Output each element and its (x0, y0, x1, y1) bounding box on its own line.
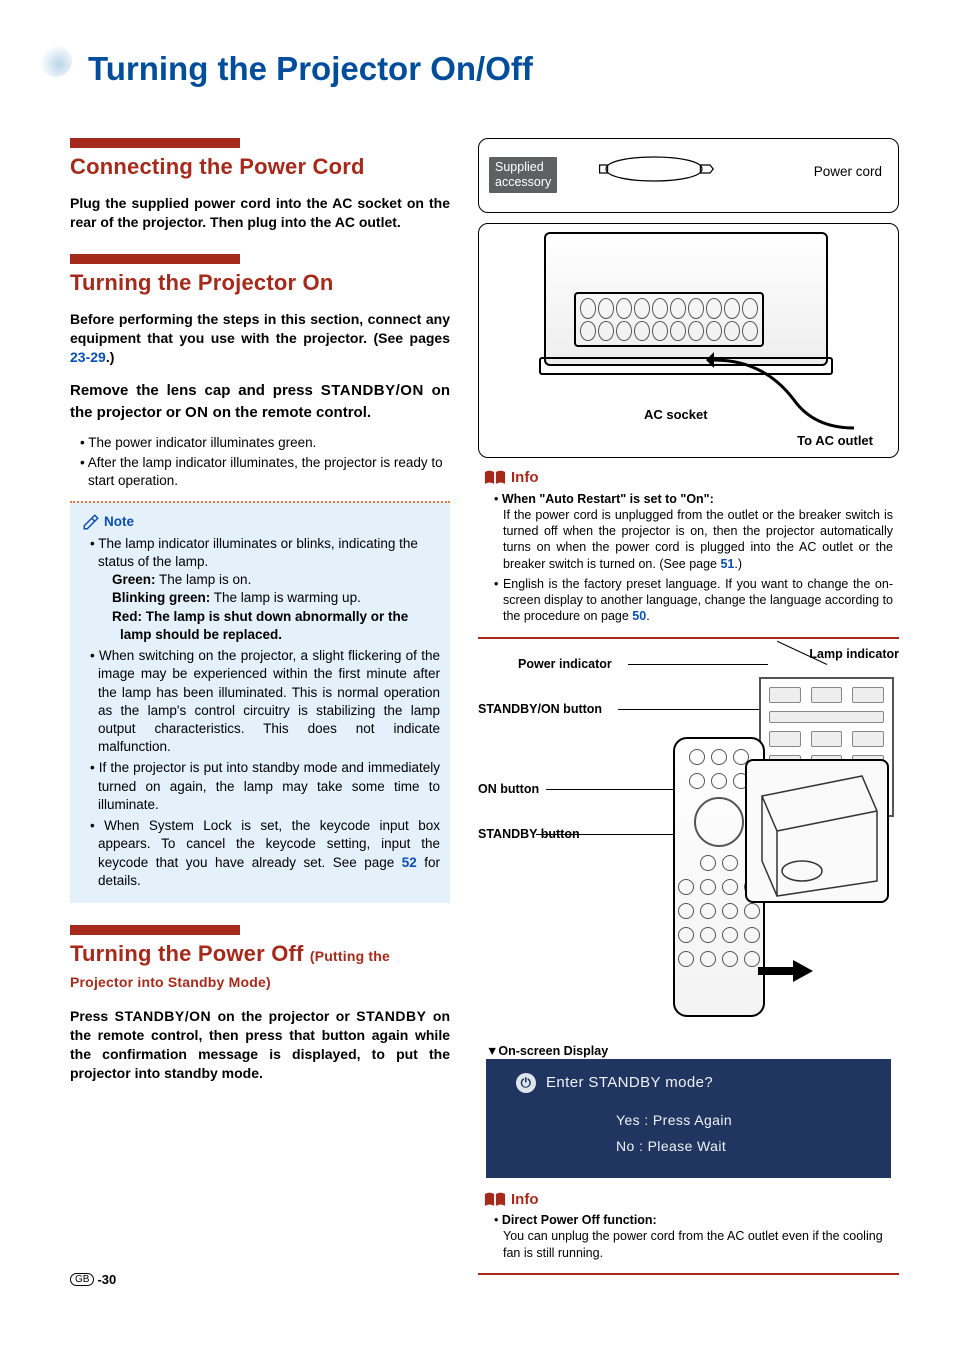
pencil-icon (82, 513, 100, 531)
info-box-1: Info When "Auto Restart" is set to "On":… (478, 464, 899, 639)
text: accessory (495, 175, 551, 189)
text: English is the factory preset language. … (503, 577, 893, 624)
note-red: Red: The lamp is shut down abnormally or… (98, 608, 440, 644)
page-link[interactable]: 51 (720, 557, 734, 571)
projector-icon (745, 759, 889, 903)
section-divider (70, 138, 240, 148)
bullet-item: After the lamp indicator illuminates, th… (80, 454, 450, 490)
info-item: English is the factory preset language. … (494, 576, 893, 625)
label: Green: (112, 572, 156, 587)
lamp-indicator-callout: Lamp indicator (809, 647, 899, 661)
book-icon (484, 470, 506, 485)
cable-arrow-icon (704, 350, 874, 440)
text: The lamp is on. (156, 572, 252, 587)
label: Red: The lamp is shut down abnormally or… (112, 609, 408, 642)
note-title-text: Note (104, 513, 134, 531)
note-title: Note (82, 513, 440, 531)
power-cord-diagram: Supplied accessory Power cord (478, 138, 899, 213)
ac-socket-label: AC socket (644, 407, 708, 422)
callout-line (618, 709, 768, 710)
osd-yes-text: Yes : Press Again (616, 1107, 879, 1134)
osd-question: Enter STANDBY mode? (546, 1074, 713, 1091)
note-item: When System Lock is set, the keycode inp… (90, 817, 440, 890)
note-item: If the projector is put into standby mod… (90, 759, 440, 814)
instr-text: Remove the lens cap and press (70, 382, 321, 399)
osd-heading: On-screen Display (486, 1044, 608, 1058)
on-key: ON (185, 404, 209, 421)
power-indicator-callout: Power indicator (518, 657, 612, 671)
page-link[interactable]: 50 (632, 609, 646, 623)
info-box-2: Info Direct Power Off function: You can … (478, 1186, 899, 1275)
turning-on-instruction: Remove the lens cap and press STANDBY/ON… (70, 380, 450, 424)
note-item: The lamp indicator illuminates or blinks… (90, 535, 440, 644)
page-number: GB -30 (70, 1272, 116, 1287)
callout-line (536, 834, 681, 835)
info-title: Info (484, 1190, 893, 1210)
power-cord-icon (594, 149, 714, 189)
text: You can unplug the power cord from the A… (503, 1229, 883, 1259)
note-box: Note The lamp indicator illuminates or b… (70, 501, 450, 903)
standby-on-key: STANDBY/ON (321, 382, 424, 399)
text: If the power cord is unplugged from the … (503, 508, 893, 571)
section-divider (70, 925, 240, 935)
connecting-power-body: Plug the supplied power cord into the AC… (70, 194, 450, 232)
region-badge: GB (70, 1273, 94, 1286)
turning-off-body: Press STANDBY/ON on the projector or STA… (70, 1007, 450, 1083)
instr-text: on the remote control. (209, 404, 372, 421)
bullet-item: The power indicator illuminates green. (80, 434, 450, 452)
intro-text-post: .) (106, 349, 115, 365)
supplied-accessory-label: Supplied accessory (489, 157, 557, 193)
standby-on-key: STANDBY/ON (115, 1008, 212, 1024)
decorative-bullet (40, 45, 72, 77)
book-icon (484, 1192, 506, 1207)
note-item: When switching on the projector, a sligh… (90, 647, 440, 756)
info-title-text: Info (511, 468, 539, 488)
text: .) (734, 557, 742, 571)
heading-main: Turning the Power Off (70, 941, 310, 966)
standby-on-button-callout: STANDBY/ON button (478, 702, 602, 716)
remote-projector-diagram: Power indicator Lamp indicator STANDBY/O… (478, 647, 899, 1077)
info-item-title: When "Auto Restart" is set to "On": (502, 492, 714, 506)
page-title: Turning the Projector On/Off (88, 50, 899, 88)
on-button-callout: ON button (478, 782, 539, 796)
label: Blinking green: (112, 590, 210, 605)
note-green: Green: The lamp is on. (98, 571, 440, 589)
heading-turning-on: Turning the Projector On (70, 270, 450, 296)
power-cord-label: Power cord (814, 164, 882, 179)
info-item-title: Direct Power Off function: (502, 1213, 657, 1227)
to-ac-outlet-label: To AC outlet (797, 433, 873, 448)
arrow-icon (758, 957, 818, 987)
heading-connecting-power: Connecting the Power Cord (70, 154, 450, 180)
page-link[interactable]: 23-29 (70, 349, 106, 365)
intro-text: Before performing the steps in this sect… (70, 311, 450, 346)
projector-rear-diagram: AC socket To AC outlet (478, 223, 899, 458)
text: On-screen Display (498, 1044, 608, 1058)
standby-key: STANDBY (356, 1008, 426, 1024)
turning-on-intro: Before performing the steps in this sect… (70, 310, 450, 367)
page-number-text: -30 (97, 1272, 116, 1287)
text: . (646, 609, 649, 623)
info-title: Info (484, 468, 893, 488)
callout-line (546, 789, 676, 790)
heading-turning-off: Turning the Power Off (Putting the Proje… (70, 941, 450, 993)
text: The lamp is warming up. (210, 590, 361, 605)
info-item: Direct Power Off function: You can unplu… (494, 1212, 893, 1261)
text: Supplied (495, 160, 544, 174)
osd-no-text: No : Please Wait (616, 1133, 879, 1160)
callout-line (628, 664, 768, 665)
text: Lamp indicator (809, 647, 899, 661)
section-divider (70, 254, 240, 264)
note-blink: Blinking green: The lamp is warming up. (98, 589, 440, 607)
text: Press (70, 1008, 115, 1024)
text: on the projector or (211, 1008, 356, 1024)
turning-on-bullets: The power indicator illuminates green. A… (70, 434, 450, 491)
info-item: When "Auto Restart" is set to "On": If t… (494, 491, 893, 572)
note-text: The lamp indicator illuminates or blinks… (98, 536, 418, 569)
page-link[interactable]: 52 (402, 855, 417, 870)
info-title-text: Info (511, 1190, 539, 1210)
text: When System Lock is set, the keycode inp… (98, 818, 440, 869)
